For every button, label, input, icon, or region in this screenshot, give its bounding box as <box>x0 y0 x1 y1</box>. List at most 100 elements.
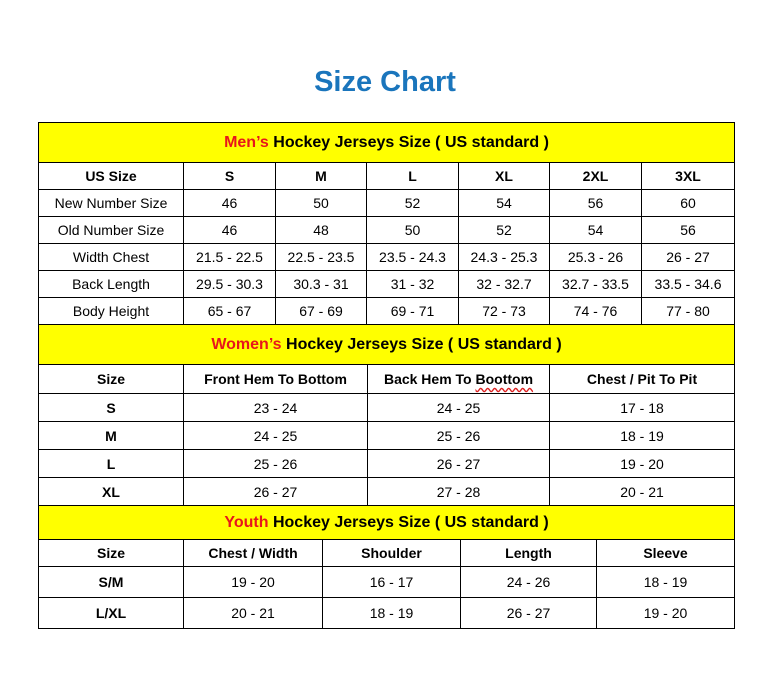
table-row: Body Height 65 - 67 67 - 69 69 - 71 72 - 73 7… <box>38 297 736 325</box>
row-label: New Number Size <box>38 189 184 217</box>
table-cell: 46 <box>183 216 276 244</box>
header-cell: 3XL <box>640 162 736 190</box>
youth-table: Youth Hockey Jerseys Size ( US standard … <box>37 505 736 629</box>
table-cell: 26 - 27 <box>183 477 368 506</box>
header-cell: Shoulder <box>322 539 461 567</box>
youth-label: Youth <box>224 513 269 531</box>
table-cell: 17 - 18 <box>548 393 736 422</box>
header-cell: S <box>183 162 276 190</box>
table-row: S/M 19 - 20 16 - 17 24 - 26 18 - 19 <box>38 566 736 598</box>
table-cell: 25.3 - 26 <box>549 243 642 271</box>
table-cell: 24.3 - 25.3 <box>458 243 550 271</box>
header-cell: Chest / Pit To Pit <box>548 364 736 394</box>
row-label: XL <box>38 477 184 506</box>
table-cell: 26 - 27 <box>460 597 597 629</box>
header-cell: US Size <box>38 162 184 190</box>
mens-table: Men’s Hockey Jerseys Size ( US standard … <box>37 122 736 325</box>
table-cell: 21.5 - 22.5 <box>183 243 276 271</box>
header-text: Back Hem To <box>383 371 476 387</box>
womens-table: Women’s Hockey Jerseys Size ( US standar… <box>37 324 736 506</box>
table-row: S 23 - 24 24 - 25 17 - 18 <box>38 393 736 422</box>
table-cell: 77 - 80 <box>640 297 736 325</box>
table-cell: 33.5 - 34.6 <box>640 270 736 298</box>
header-cell: 2XL <box>549 162 642 190</box>
table-cell: 69 - 71 <box>366 297 459 325</box>
table-cell: 54 <box>549 216 642 244</box>
table-cell: 32 - 32.7 <box>458 270 550 298</box>
header-cell: Size <box>38 539 184 567</box>
table-cell: 52 <box>366 189 459 217</box>
page-title: Size Chart <box>314 66 456 98</box>
table-cell: 18 - 19 <box>548 421 736 450</box>
table-row: Width Chest 21.5 - 22.5 22.5 - 23.5 23.5 - … <box>38 243 736 271</box>
table-row: M 24 - 25 25 - 26 18 - 19 <box>38 421 736 450</box>
row-label: Body Height <box>38 297 184 325</box>
table-cell: 27 - 28 <box>367 477 550 506</box>
table-cell: 23.5 - 24.3 <box>366 243 459 271</box>
header-cell: L <box>366 162 459 190</box>
table-cell: 50 <box>275 189 367 217</box>
row-label: M <box>38 421 184 450</box>
table-cell: 22.5 - 23.5 <box>275 243 367 271</box>
table-cell: 74 - 76 <box>549 297 642 325</box>
womens-banner: Women’s Hockey Jerseys Size ( US standar… <box>37 324 736 365</box>
table-cell: 20 - 21 <box>183 597 323 629</box>
table-row: L 25 - 26 26 - 27 19 - 20 <box>38 449 736 478</box>
header-cell: XL <box>458 162 550 190</box>
table-cell: 30.3 - 31 <box>275 270 367 298</box>
header-cell: Back Hem To Boottom <box>367 364 550 394</box>
table-cell: 50 <box>366 216 459 244</box>
table-cell: 25 - 26 <box>183 449 368 478</box>
table-header-row: US Size S M L XL 2XL 3XL <box>38 162 736 190</box>
table-row: Back Length 29.5 - 30.3 30.3 - 31 31 - 32 32… <box>38 270 736 298</box>
table-cell: 24 - 26 <box>460 566 597 598</box>
table-cell: 18 - 19 <box>322 597 461 629</box>
banner-text: Hockey Jerseys Size ( US standard ) <box>268 133 549 151</box>
row-label: Old Number Size <box>38 216 184 244</box>
row-label: L/XL <box>38 597 184 629</box>
table-cell: 67 - 69 <box>275 297 367 325</box>
row-label: S/M <box>38 566 184 598</box>
banner-text: Hockey Jerseys Size ( US standard ) <box>281 335 562 353</box>
table-cell: 19 - 20 <box>548 449 736 478</box>
header-cell: M <box>275 162 367 190</box>
table-cell: 19 - 20 <box>595 597 736 629</box>
table-header-row: Size Front Hem To Bottom Back Hem To Boo… <box>38 364 736 394</box>
row-label: L <box>38 449 184 478</box>
header-cell: Sleeve <box>595 539 736 567</box>
table-cell: 26 - 27 <box>367 449 550 478</box>
table-cell: 20 - 21 <box>548 477 736 506</box>
banner-text: Hockey Jerseys Size ( US standard ) <box>268 513 549 531</box>
row-label: Back Length <box>38 270 184 298</box>
header-cell: Chest / Width <box>183 539 323 567</box>
header-cell: Front Hem To Bottom <box>183 364 368 394</box>
table-cell: 16 - 17 <box>322 566 461 598</box>
table-row: New Number Size 46 50 52 54 56 60 <box>38 189 736 217</box>
mens-banner: Men’s Hockey Jerseys Size ( US standard … <box>37 122 736 163</box>
table-cell: 60 <box>640 189 736 217</box>
table-cell: 72 - 73 <box>458 297 550 325</box>
table-cell: 65 - 67 <box>183 297 276 325</box>
header-cell: Size <box>38 364 184 394</box>
youth-banner: Youth Hockey Jerseys Size ( US standard … <box>37 505 736 540</box>
table-cell: 31 - 32 <box>366 270 459 298</box>
table-cell: 29.5 - 30.3 <box>183 270 276 298</box>
table-cell: 32.7 - 33.5 <box>549 270 642 298</box>
table-cell: 46 <box>183 189 276 217</box>
size-chart: Men’s Hockey Jerseys Size ( US standard … <box>37 122 736 629</box>
table-cell: 24 - 25 <box>367 393 550 422</box>
table-cell: 26 - 27 <box>640 243 736 271</box>
table-cell: 48 <box>275 216 367 244</box>
header-cell: Length <box>460 539 597 567</box>
table-cell: 19 - 20 <box>183 566 323 598</box>
misspelled-word: Boottom <box>475 371 534 387</box>
table-cell: 18 - 19 <box>595 566 736 598</box>
mens-label: Men’s <box>224 133 269 151</box>
table-row: XL 26 - 27 27 - 28 20 - 21 <box>38 477 736 506</box>
table-row: Old Number Size 46 48 50 52 54 56 <box>38 216 736 244</box>
row-label: Width Chest <box>38 243 184 271</box>
table-cell: 24 - 25 <box>183 421 368 450</box>
table-cell: 52 <box>458 216 550 244</box>
table-row: L/XL 20 - 21 18 - 19 26 - 27 19 - 20 <box>38 597 736 629</box>
table-cell: 56 <box>640 216 736 244</box>
